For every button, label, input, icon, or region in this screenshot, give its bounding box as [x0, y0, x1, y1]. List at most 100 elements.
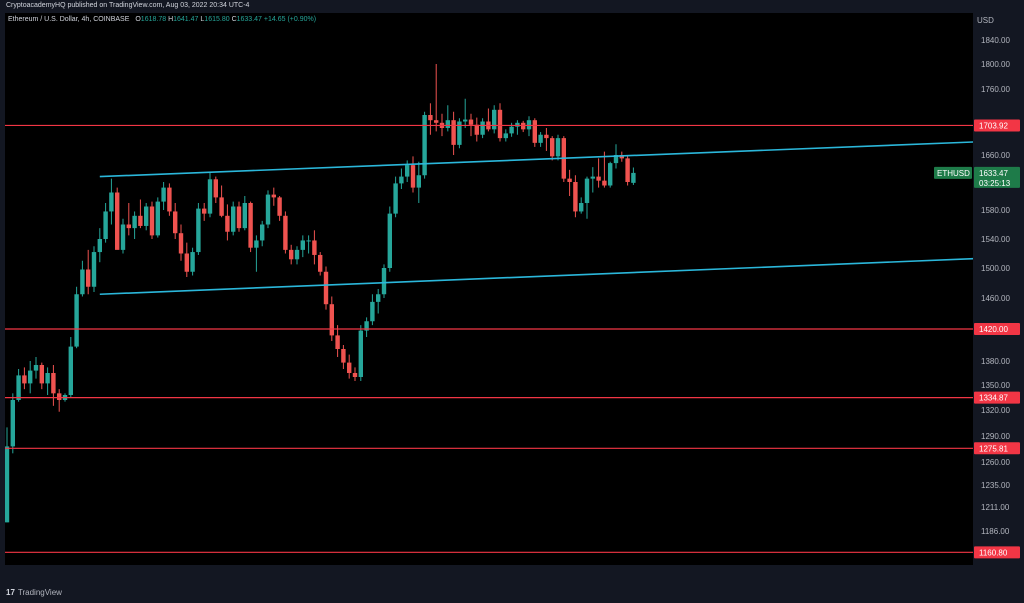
level-price-tag-label: 1703.92	[979, 121, 1008, 130]
level-price-tag-label: 1160.80	[979, 548, 1008, 557]
candle	[434, 64, 439, 132]
candle-body	[318, 254, 323, 272]
candles-group	[4, 64, 636, 523]
candle	[538, 132, 543, 147]
candle	[254, 235, 259, 272]
candle	[550, 136, 555, 161]
chart-area[interactable]: 2:0018202212:0025272912:00Aug3512:0 ETHU…	[3, 13, 1024, 580]
candle	[57, 389, 62, 412]
candle-body	[573, 182, 578, 212]
low-value: 1615.80	[204, 16, 230, 23]
candle	[335, 325, 340, 357]
candle	[370, 294, 375, 326]
candle-body	[370, 301, 375, 322]
y-tick-label: 1540.00	[981, 235, 1010, 244]
symbol-tag-label: ETHUSD	[937, 169, 970, 178]
candle-body	[207, 179, 213, 214]
candle-body	[335, 335, 340, 349]
level-price-tag	[974, 323, 1020, 335]
candle	[312, 230, 317, 265]
level-price-tag-label: 1334.87	[979, 394, 1008, 403]
candle-body	[590, 176, 595, 179]
candle	[567, 169, 572, 196]
candle	[213, 176, 218, 203]
candle-body	[271, 194, 276, 198]
candle-body	[22, 375, 27, 384]
candle	[202, 203, 207, 221]
candle-body	[109, 192, 114, 212]
candle-body	[387, 213, 392, 268]
candle	[103, 203, 108, 243]
candle	[149, 201, 155, 239]
candle	[422, 111, 427, 179]
candle	[196, 203, 201, 255]
candle-body	[144, 206, 149, 226]
candlestick-chart[interactable]: 2:0018202212:0025272912:00Aug3512:0 ETHU…	[3, 13, 1024, 580]
candle-body	[242, 203, 247, 229]
price-axis[interactable]: 1840.001800.001760.001700.001660.001620.…	[973, 13, 1024, 565]
candle	[144, 203, 149, 231]
candle	[532, 118, 537, 147]
candle	[22, 367, 27, 390]
publisher-attribution: CryptoacademyHQ published on TradingView…	[6, 2, 250, 9]
candle-body	[631, 172, 636, 183]
candle-body	[503, 133, 508, 139]
candle	[341, 345, 346, 369]
candle-body	[526, 120, 532, 130]
candle-body	[178, 233, 184, 254]
level-price-tag	[974, 391, 1020, 404]
candle-body	[161, 187, 166, 202]
y-tick-label: 1460.00	[981, 294, 1010, 303]
candle	[231, 201, 236, 236]
candle	[631, 167, 636, 185]
candle	[393, 176, 398, 218]
candle-body	[300, 240, 305, 250]
candle-body	[381, 268, 387, 295]
low-label: L	[200, 16, 205, 23]
candle-body	[410, 165, 416, 188]
candle	[364, 317, 369, 337]
candle	[74, 286, 79, 349]
y-tick-label: 1800.00	[981, 60, 1010, 69]
candle	[33, 357, 39, 379]
candle	[115, 187, 120, 250]
candle-body	[10, 400, 15, 447]
candle	[45, 367, 50, 395]
candle	[242, 196, 247, 231]
candle-body	[457, 121, 462, 145]
last-price-label: 1633.47	[979, 169, 1008, 178]
countdown-label: 03:25:13	[979, 179, 1011, 188]
candle	[584, 176, 590, 219]
candle	[109, 178, 114, 225]
y-tick-label: 1840.00	[981, 36, 1010, 45]
candle-body	[289, 249, 294, 260]
candle	[68, 337, 73, 398]
candle	[260, 220, 265, 247]
y-tick-label: 1660.00	[981, 151, 1010, 160]
candle-body	[57, 393, 62, 400]
candle	[173, 203, 178, 239]
candle	[120, 218, 126, 254]
candle-body	[115, 192, 120, 250]
candle	[463, 98, 468, 128]
y-tick-label: 1500.00	[981, 264, 1010, 273]
candle-body	[184, 253, 189, 272]
candle-body	[358, 330, 363, 377]
y-tick-label: 1580.00	[981, 206, 1010, 215]
candle	[167, 183, 172, 216]
candle	[219, 185, 224, 218]
candle-body	[515, 122, 520, 127]
candle-body	[544, 134, 549, 139]
candle-body	[364, 321, 369, 331]
candle-body	[550, 138, 555, 157]
candle-body	[312, 240, 317, 255]
candle-body	[16, 375, 21, 400]
candle-body	[167, 187, 172, 212]
candle-body	[352, 373, 358, 377]
candle-body	[39, 365, 44, 384]
candle-body	[225, 215, 230, 232]
level-price-tag	[974, 119, 1020, 132]
candle-body	[283, 215, 288, 250]
candle-body	[347, 362, 352, 373]
